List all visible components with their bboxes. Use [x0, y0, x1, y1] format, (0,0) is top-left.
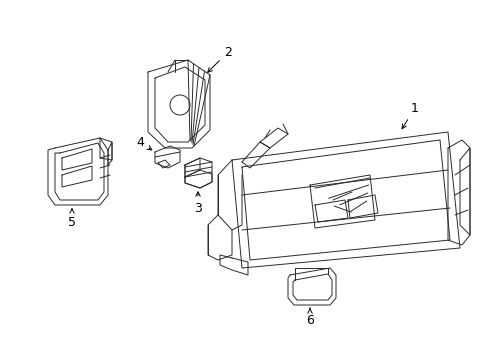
Text: 5: 5 [68, 209, 76, 229]
Text: 4: 4 [136, 135, 151, 150]
Text: 3: 3 [194, 192, 202, 215]
Text: 1: 1 [401, 102, 418, 129]
Text: 2: 2 [207, 45, 231, 72]
Text: 6: 6 [305, 308, 313, 327]
